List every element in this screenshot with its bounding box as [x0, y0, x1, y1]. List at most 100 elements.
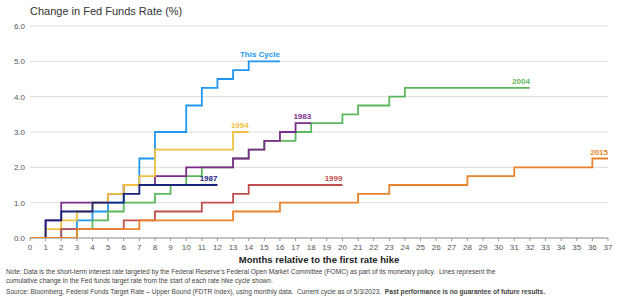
- series-label: 1994: [231, 121, 249, 130]
- x-tick: [279, 238, 280, 241]
- note: Note: Data is the short-term interest ra…: [6, 268, 496, 276]
- x-tick: [311, 238, 312, 241]
- x-tick: [451, 238, 452, 241]
- x-tick-label: 26: [432, 243, 441, 252]
- x-tick-label: 34: [557, 243, 566, 252]
- chart: Change in Fed Funds Rate (%) 0.0 1.0 2.0 3.0…: [0, 0, 620, 306]
- series-label: 1999: [325, 174, 343, 183]
- x-tick-label: 18: [307, 243, 316, 252]
- y-tick-label: 2.0: [14, 163, 26, 172]
- y-tick-label: 0.0: [14, 234, 26, 243]
- series-labels: This Cycle 2004 1983 1994 1987 1999 2015: [200, 50, 609, 183]
- x-tick: [61, 238, 62, 241]
- x-tick: [592, 238, 593, 241]
- x-tick-label: 16: [275, 243, 284, 252]
- x-tick: [76, 238, 77, 241]
- x-tick-label: 0: [28, 243, 33, 252]
- x-tick: [420, 238, 421, 241]
- series-label: This Cycle: [240, 50, 281, 59]
- x-tick: [608, 238, 609, 241]
- x-tick: [139, 238, 140, 241]
- x-tick: [483, 238, 484, 241]
- x-tick: [514, 238, 515, 241]
- y-tick-label: 6.0: [14, 22, 26, 31]
- x-tick-label: 11: [198, 243, 207, 252]
- y-tick-label: 5.0: [14, 57, 26, 66]
- x-tick-label: 30: [494, 243, 503, 252]
- x-axis-line: [30, 238, 608, 239]
- x-tick: [436, 238, 437, 241]
- x-tick: [404, 238, 405, 241]
- x-tick: [576, 238, 577, 241]
- x-tick: [233, 238, 234, 241]
- x-tick-label: 23: [385, 243, 394, 252]
- x-tick: [545, 238, 546, 241]
- y-tick-label: 3.0: [14, 128, 26, 137]
- x-tick-label: 10: [182, 243, 191, 252]
- x-tick-label: 24: [400, 243, 409, 252]
- x-tick: [108, 238, 109, 241]
- x-tick: [358, 238, 359, 241]
- x-tick: [248, 238, 249, 241]
- x-tick-label: 14: [244, 243, 253, 252]
- source-line: Source: Bloomberg, Federal Funds Target …: [6, 288, 545, 296]
- x-tick-label: 9: [168, 243, 173, 252]
- note: cumulative change in the Fed funds targe…: [6, 277, 273, 285]
- x-tick: [264, 238, 265, 241]
- grid-line: [30, 238, 608, 239]
- x-tick-label: 12: [213, 243, 222, 252]
- x-tick: [529, 238, 530, 241]
- axes: 0.01.02.03.04.05.06.00123456789101112131…: [14, 22, 613, 252]
- x-tick-label: 13: [229, 243, 238, 252]
- x-tick: [30, 238, 31, 241]
- x-axis-label: Months relative to the first rate hike: [239, 254, 399, 265]
- series-label: 2015: [590, 148, 608, 157]
- x-tick-label: 19: [322, 243, 331, 252]
- x-tick-label: 21: [354, 243, 363, 252]
- x-tick-label: 17: [291, 243, 300, 252]
- x-tick: [170, 238, 171, 241]
- x-tick-label: 27: [447, 243, 456, 252]
- x-tick: [342, 238, 343, 241]
- x-tick-label: 37: [604, 243, 613, 252]
- x-tick: [561, 238, 562, 241]
- x-tick-label: 22: [369, 243, 378, 252]
- disclaimer: Past performance is no guarantee of futu…: [385, 288, 545, 296]
- x-tick: [186, 238, 187, 241]
- y-tick-label: 4.0: [14, 93, 26, 102]
- grid-line: [30, 132, 608, 133]
- series-label: 2004: [512, 77, 530, 86]
- x-tick-label: 32: [525, 243, 534, 252]
- x-tick: [154, 238, 155, 241]
- grid-line: [30, 26, 608, 27]
- plot-area: [30, 61, 608, 238]
- x-tick-label: 4: [90, 243, 95, 252]
- x-tick-label: 1: [43, 243, 48, 252]
- x-tick: [45, 238, 46, 241]
- x-tick-label: 2: [59, 243, 64, 252]
- series-label: 1983: [293, 112, 311, 121]
- x-tick: [373, 238, 374, 241]
- x-tick: [498, 238, 499, 241]
- series-line: [30, 88, 530, 238]
- title: Change in Fed Funds Rate (%): [30, 5, 182, 17]
- series-label: 1987: [200, 174, 218, 183]
- x-tick-label: 8: [153, 243, 158, 252]
- x-tick-label: 33: [541, 243, 550, 252]
- source: Source: Bloomberg, Federal Funds Target …: [6, 288, 385, 296]
- grid-line: [30, 96, 608, 97]
- x-tick-label: 28: [463, 243, 472, 252]
- x-tick: [467, 238, 468, 241]
- x-tick-label: 29: [479, 243, 488, 252]
- x-tick-label: 6: [122, 243, 127, 252]
- x-tick-label: 36: [588, 243, 597, 252]
- x-tick-label: 31: [510, 243, 519, 252]
- x-tick: [217, 238, 218, 241]
- series-line: [30, 159, 608, 239]
- x-tick-label: 5: [106, 243, 111, 252]
- y-tick-label: 1.0: [14, 199, 26, 208]
- x-tick: [201, 238, 202, 241]
- x-tick-label: 35: [572, 243, 581, 252]
- x-tick-label: 25: [416, 243, 425, 252]
- x-tick-label: 7: [137, 243, 142, 252]
